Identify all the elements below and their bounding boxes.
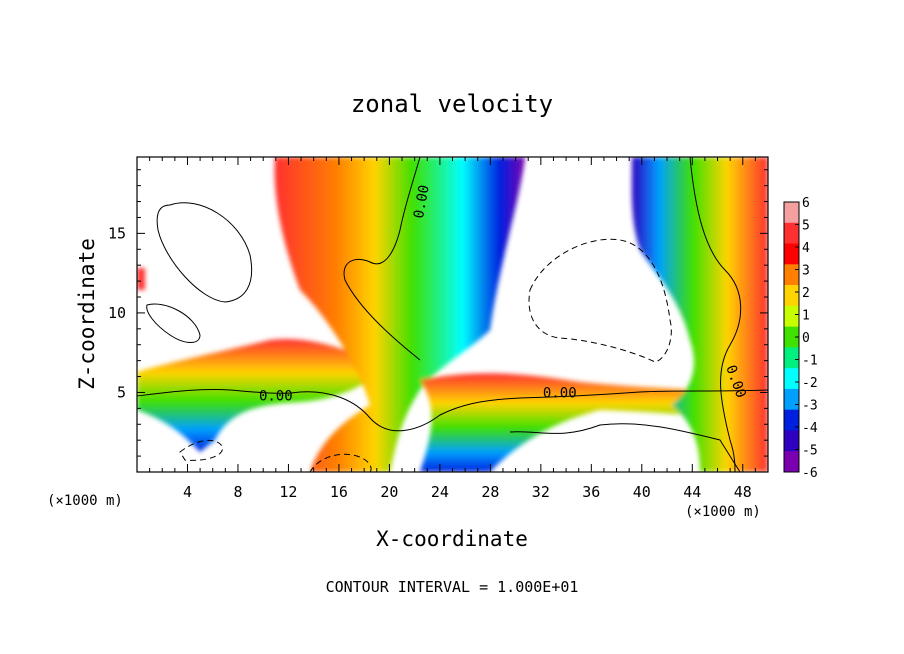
contour-lines xyxy=(137,157,768,472)
colorbar-swatch-5 xyxy=(784,305,799,328)
contour-label-2: 0.00 xyxy=(411,184,433,220)
colorbar-swatch-0 xyxy=(784,202,799,224)
colorbar-label-0: 6 xyxy=(802,196,810,211)
colorbar-label-8: -2 xyxy=(802,376,818,391)
x-tick-label-8: 36 xyxy=(582,483,600,501)
colorbar-swatch-10 xyxy=(784,409,799,431)
velocity-field xyxy=(137,157,768,472)
field-band-left xyxy=(137,338,380,452)
colorbar-label-5: 1 xyxy=(802,309,810,324)
colorbar-swatch-1 xyxy=(784,222,799,245)
contour-label-group: 0.00 0.000.000.00 xyxy=(259,184,749,405)
x-tick-label-3: 16 xyxy=(330,483,348,501)
colorbar-swatch-8 xyxy=(784,368,799,390)
contour-dashed-right xyxy=(528,238,672,363)
x-tick-label-0: 4 xyxy=(183,483,192,501)
x-tick-label-4: 20 xyxy=(380,483,398,501)
colorbar-swatch-11 xyxy=(784,430,799,452)
x-tick-label-10: 44 xyxy=(683,483,701,501)
x-tick-label-7: 32 xyxy=(532,483,550,501)
colorbar-swatch-12 xyxy=(784,451,799,473)
contour-label-0: 0.00 xyxy=(259,389,293,405)
colorbar-swatch-7 xyxy=(784,347,799,369)
contour-label-1: 0.00 xyxy=(543,385,577,401)
contour-zero-plume xyxy=(343,157,421,361)
y-tick-label-0: 5 xyxy=(117,383,126,401)
colorbar-swatch-4 xyxy=(784,285,799,307)
y-tick-label-2: 15 xyxy=(108,224,126,242)
contour-zero-right xyxy=(689,157,742,472)
colorbar-swatch-3 xyxy=(784,264,799,286)
colorbar-label-7: -1 xyxy=(802,354,818,369)
y-axis: 5 10 15 xyxy=(108,169,768,457)
colorbar-label-10: -4 xyxy=(802,421,818,436)
colorbar-label-11: -5 xyxy=(802,444,818,459)
chart-title: zonal velocity xyxy=(351,90,553,118)
x-tick-label-9: 40 xyxy=(633,483,651,501)
contour-dashed-bottom xyxy=(309,453,372,472)
y-tick-label-1: 10 xyxy=(108,304,126,322)
contour-interval-note: CONTOUR INTERVAL = 1.000E+01 xyxy=(326,578,579,596)
colorbar-label-6: 0 xyxy=(802,331,810,346)
x-unit-left: (×1000 m) xyxy=(47,493,123,509)
colorbar-label-4: 2 xyxy=(802,286,810,301)
x-tick-label-2: 12 xyxy=(279,483,297,501)
field-plume-main xyxy=(274,157,525,472)
x-tick-label-5: 24 xyxy=(431,483,449,501)
x-tick-label-6: 28 xyxy=(481,483,499,501)
colorbar-swatch-9 xyxy=(784,388,799,411)
contour-solid-lower xyxy=(509,423,741,472)
x-tick-label-1: 8 xyxy=(233,483,242,501)
colorbar: 6 5 4 3 2 1 0 -1 -2 -3 -4 -5 -6 xyxy=(783,196,818,481)
x-axis-label: X-coordinate xyxy=(376,527,528,551)
y-axis-label: Z-coordinate xyxy=(75,238,99,390)
colorbar-label-3: 3 xyxy=(802,264,810,279)
colorbar-label-1: 5 xyxy=(802,219,810,234)
field-edge-patch xyxy=(137,268,145,290)
colorbar-swatch-6 xyxy=(784,326,799,348)
colorbar-label-12: -6 xyxy=(802,466,818,481)
x-axis: 4 8 12 16 20 24 28 32 36 40 44 48 xyxy=(149,157,756,501)
field-band-right xyxy=(631,157,768,472)
contour-zero-left xyxy=(137,388,768,432)
contour-solid-left-loop xyxy=(146,303,201,343)
colorbar-label-2: 4 xyxy=(802,241,810,256)
x-tick-label-11: 48 xyxy=(734,483,752,501)
x-unit-right: (×1000 m) xyxy=(685,504,761,520)
colorbar-swatch-2 xyxy=(784,243,799,265)
contour-solid-upper-left xyxy=(156,202,253,303)
colorbar-label-9: -3 xyxy=(802,399,818,414)
